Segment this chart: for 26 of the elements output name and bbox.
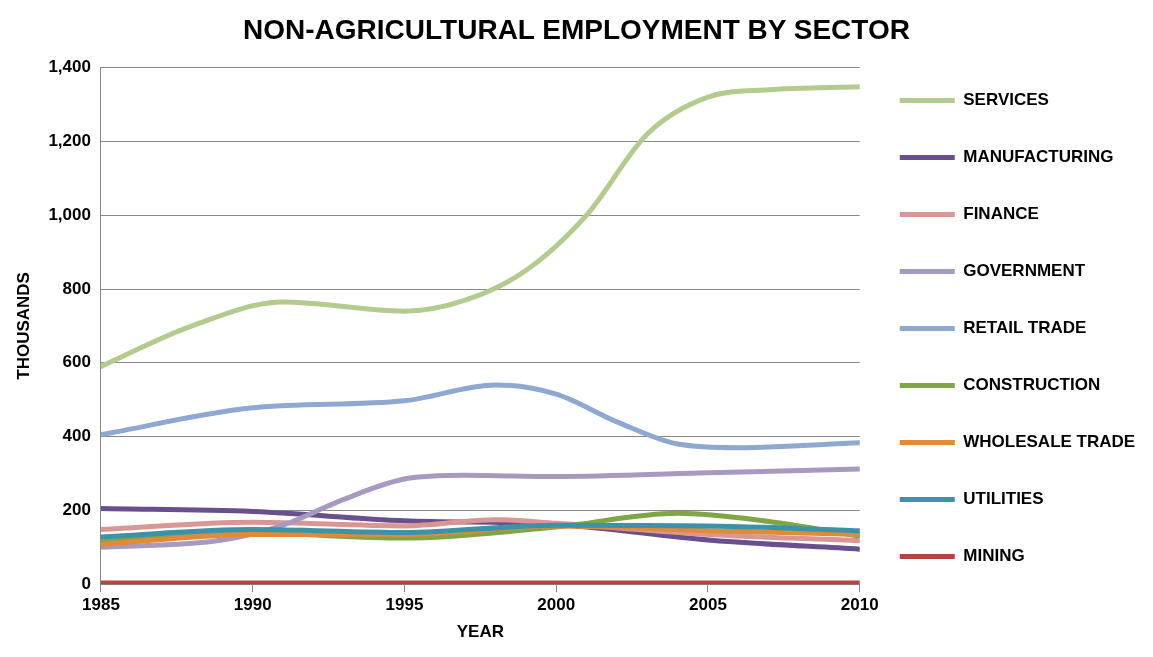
y-tick-label: 400 <box>62 426 91 446</box>
legend-label: MINING <box>963 546 1025 566</box>
y-tick-label: 1,200 <box>48 131 91 151</box>
x-tick-label: 2000 <box>537 595 576 615</box>
chart-title: NON-AGRICULTURAL EMPLOYMENT BY SECTOR <box>243 13 910 45</box>
legend-label: MANUFACTURING <box>963 147 1114 167</box>
legend-label: WHOLESALE TRADE <box>963 432 1136 452</box>
y-tick-label: 1,400 <box>48 57 91 77</box>
x-tick-label: 2010 <box>840 595 879 615</box>
legend-label: SERVICES <box>963 90 1049 110</box>
x-axis-title: YEAR <box>456 622 504 642</box>
x-tick-label: 1985 <box>82 595 120 615</box>
y-tick-label: 1,000 <box>48 204 91 224</box>
y-tick-label: 800 <box>62 278 91 298</box>
legend-label: CONSTRUCTION <box>963 375 1101 395</box>
x-tick-label: 2005 <box>689 595 727 615</box>
legend-label: RETAIL TRADE <box>963 318 1087 338</box>
legend-label: UTILITIES <box>963 489 1044 509</box>
y-tick-label: 200 <box>62 500 91 520</box>
y-axis-title: THOUSANDS <box>13 272 33 380</box>
x-tick-label: 1995 <box>385 595 424 615</box>
y-tick-label: 600 <box>62 352 91 372</box>
legend-label: GOVERNMENT <box>963 261 1086 281</box>
legend-label: FINANCE <box>963 204 1039 224</box>
y-tick-label: 0 <box>81 573 91 593</box>
x-tick-label: 1990 <box>233 595 272 615</box>
